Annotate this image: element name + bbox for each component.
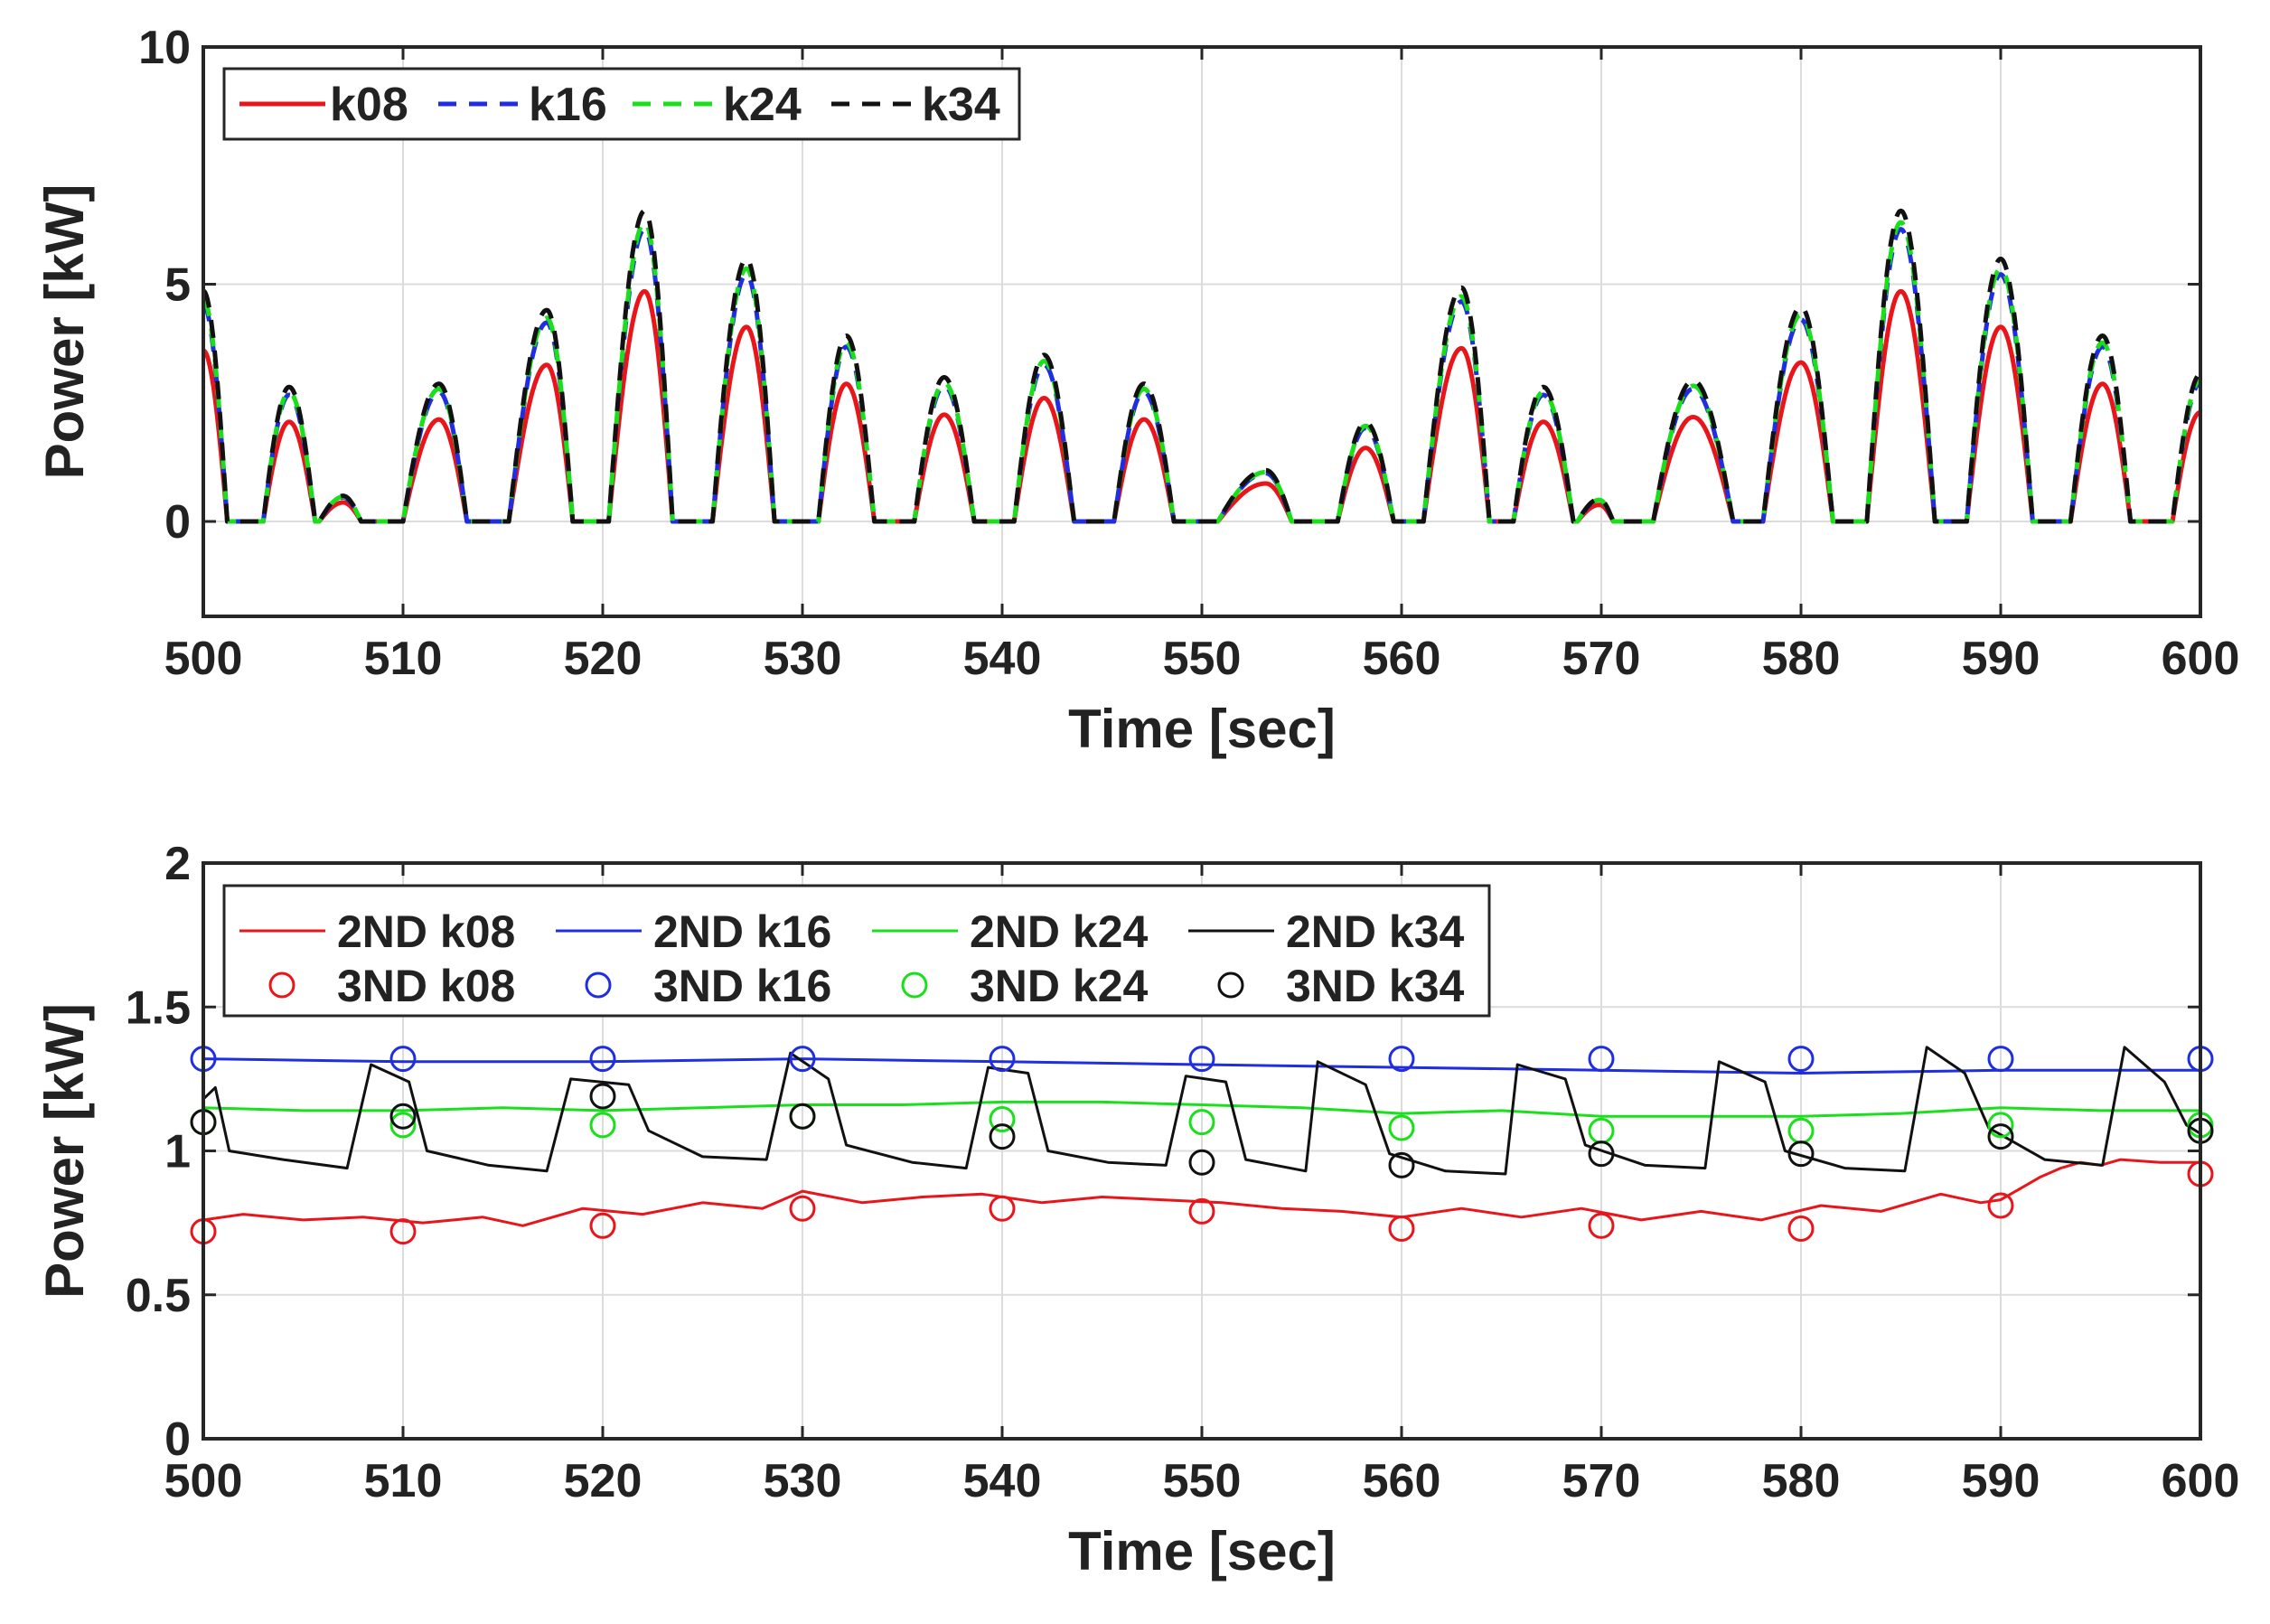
legend-label: k16 (529, 79, 607, 131)
marker-3ND-k08 (1388, 1215, 1415, 1242)
legend-label: k34 (922, 79, 1000, 131)
y-tick-label: 0.5 (126, 1270, 191, 1322)
x-tick-label: 510 (364, 633, 443, 685)
legend-swatch-3ND-k24 (901, 972, 928, 999)
marker-3ND-k16 (1987, 1046, 2014, 1073)
x-tick-label: 600 (2162, 1455, 2240, 1507)
bottom-chart-panel: 500 510 520 530 540 550 560 570 580 590 600 0 0.5 1 1.… (34, 838, 2239, 1582)
marker-3ND-k08 (1188, 1197, 1215, 1225)
y-tick-label: 5 (164, 259, 191, 312)
y-tick-label: 1.5 (126, 981, 191, 1034)
x-tick-label: 540 (963, 1455, 1042, 1507)
x-axis-label: Time [sec] (1068, 1521, 1336, 1582)
legend-box (222, 67, 1021, 141)
x-tick-label: 580 (1762, 633, 1841, 685)
legend-label: k24 (723, 79, 802, 131)
marker-3ND-k16 (1588, 1046, 1615, 1073)
axes-frame (202, 861, 2202, 1441)
marker-3ND-k24 (989, 1105, 1016, 1132)
x-tick-label: 540 (963, 633, 1042, 685)
x-tick-label: 520 (564, 1455, 643, 1507)
x-tick-label: 600 (2162, 633, 2240, 685)
marker-3ND-k24 (1188, 1109, 1215, 1136)
x-tick-label: 590 (1962, 1455, 2040, 1507)
x-tick-label: 510 (364, 1455, 443, 1507)
legend-bottom: 2ND k08 2ND k16 2ND k24 2ND k34 3ND k08 3ND k… (222, 884, 1491, 1018)
top-chart-panel: 500 510 520 530 540 550 560 570 580 590 6000510Tim… (34, 22, 2239, 759)
y-tick-label: 0 (164, 1413, 191, 1466)
marker-3ND-k16 (389, 1046, 417, 1073)
series-line-2ND-k34 (203, 1046, 2200, 1176)
legend-label: 3ND k34 (1286, 961, 1465, 1011)
series-line-2ND-k16 (203, 1057, 2200, 1075)
x-tick-label: 530 (764, 633, 842, 685)
legend-top: k08 k16 k24 k34 (222, 67, 1021, 141)
legend-label: k08 (330, 79, 408, 131)
marker-3ND-k34 (589, 1083, 616, 1110)
x-tick-label: 560 (1363, 1455, 1441, 1507)
marker-3ND-k24 (389, 1112, 417, 1139)
legend-swatch-3ND-k16 (585, 972, 612, 999)
marker-3ND-k34 (989, 1123, 1016, 1150)
marker-3ND-k16 (1787, 1046, 1815, 1073)
x-tick-label: 560 (1363, 633, 1441, 685)
y-tick-label: 10 (138, 22, 191, 74)
marker-3ND-k08 (589, 1212, 616, 1239)
x-axis-label: Time [sec] (1068, 699, 1336, 759)
y-axis-label: Power [kW] (34, 184, 95, 480)
marker-3ND-k24 (1987, 1112, 2014, 1139)
marker-3ND-k16 (1388, 1046, 1415, 1073)
legend-swatch-3ND-k34 (1217, 972, 1244, 999)
marker-3ND-k08 (789, 1195, 816, 1222)
y-tick-label: 1 (164, 1126, 191, 1178)
marker-3ND-k34 (1188, 1149, 1215, 1176)
legend-label: 2ND k24 (970, 906, 1149, 957)
legend-box (222, 884, 1491, 1018)
marker-3ND-k24 (1388, 1114, 1415, 1141)
x-tick-label: 580 (1762, 1455, 1841, 1507)
marker-3ND-k08 (1787, 1215, 1815, 1242)
x-tick-label: 520 (564, 633, 643, 685)
marker-3ND-k16 (589, 1046, 616, 1073)
legend-label: 3ND k24 (970, 961, 1149, 1011)
x-tick-label: 550 (1163, 1455, 1242, 1507)
legend-label: 2ND k16 (653, 906, 831, 957)
marker-3ND-k08 (1987, 1192, 2014, 1219)
marker-3ND-k08 (989, 1195, 1016, 1222)
x-tick-label: 570 (1562, 633, 1641, 685)
marker-3ND-k34 (1588, 1141, 1615, 1168)
marker-3ND-k24 (589, 1112, 616, 1139)
series-line-2ND-k24 (203, 1100, 2200, 1118)
y-tick-label: 0 (164, 496, 191, 549)
x-tick-label: 570 (1562, 1455, 1641, 1507)
marker-3ND-k16 (789, 1046, 816, 1073)
legend-swatch-3ND-k08 (268, 972, 295, 999)
series-line-2ND-k08 (203, 1158, 2200, 1227)
x-tick-label: 500 (164, 1455, 243, 1507)
legend-label: 3ND k08 (337, 961, 515, 1011)
axes-frame (202, 45, 2202, 618)
marker-3ND-k34 (789, 1103, 816, 1130)
x-tick-label: 550 (1163, 633, 1242, 685)
x-tick-label: 590 (1962, 633, 2040, 685)
y-axis-label: Power [kW] (34, 1003, 95, 1299)
legend-label: 2ND k08 (337, 906, 515, 957)
series-line-k34 (203, 208, 2200, 524)
marker-3ND-k34 (1787, 1141, 1815, 1168)
marker-3ND-k34 (389, 1103, 417, 1130)
x-tick-label: 530 (764, 1455, 842, 1507)
marker-3ND-k16 (1188, 1046, 1215, 1073)
marker-3ND-k16 (989, 1046, 1016, 1073)
marker-3ND-k08 (389, 1218, 417, 1245)
marker-3ND-k08 (1588, 1212, 1615, 1239)
x-tick-label: 500 (164, 633, 243, 685)
marker-3ND-k34 (1987, 1123, 2014, 1150)
marker-3ND-k34 (1388, 1151, 1415, 1178)
y-tick-label: 2 (164, 838, 191, 890)
legend-label: 3ND k16 (653, 961, 831, 1011)
legend-label: 2ND k34 (1286, 906, 1465, 957)
